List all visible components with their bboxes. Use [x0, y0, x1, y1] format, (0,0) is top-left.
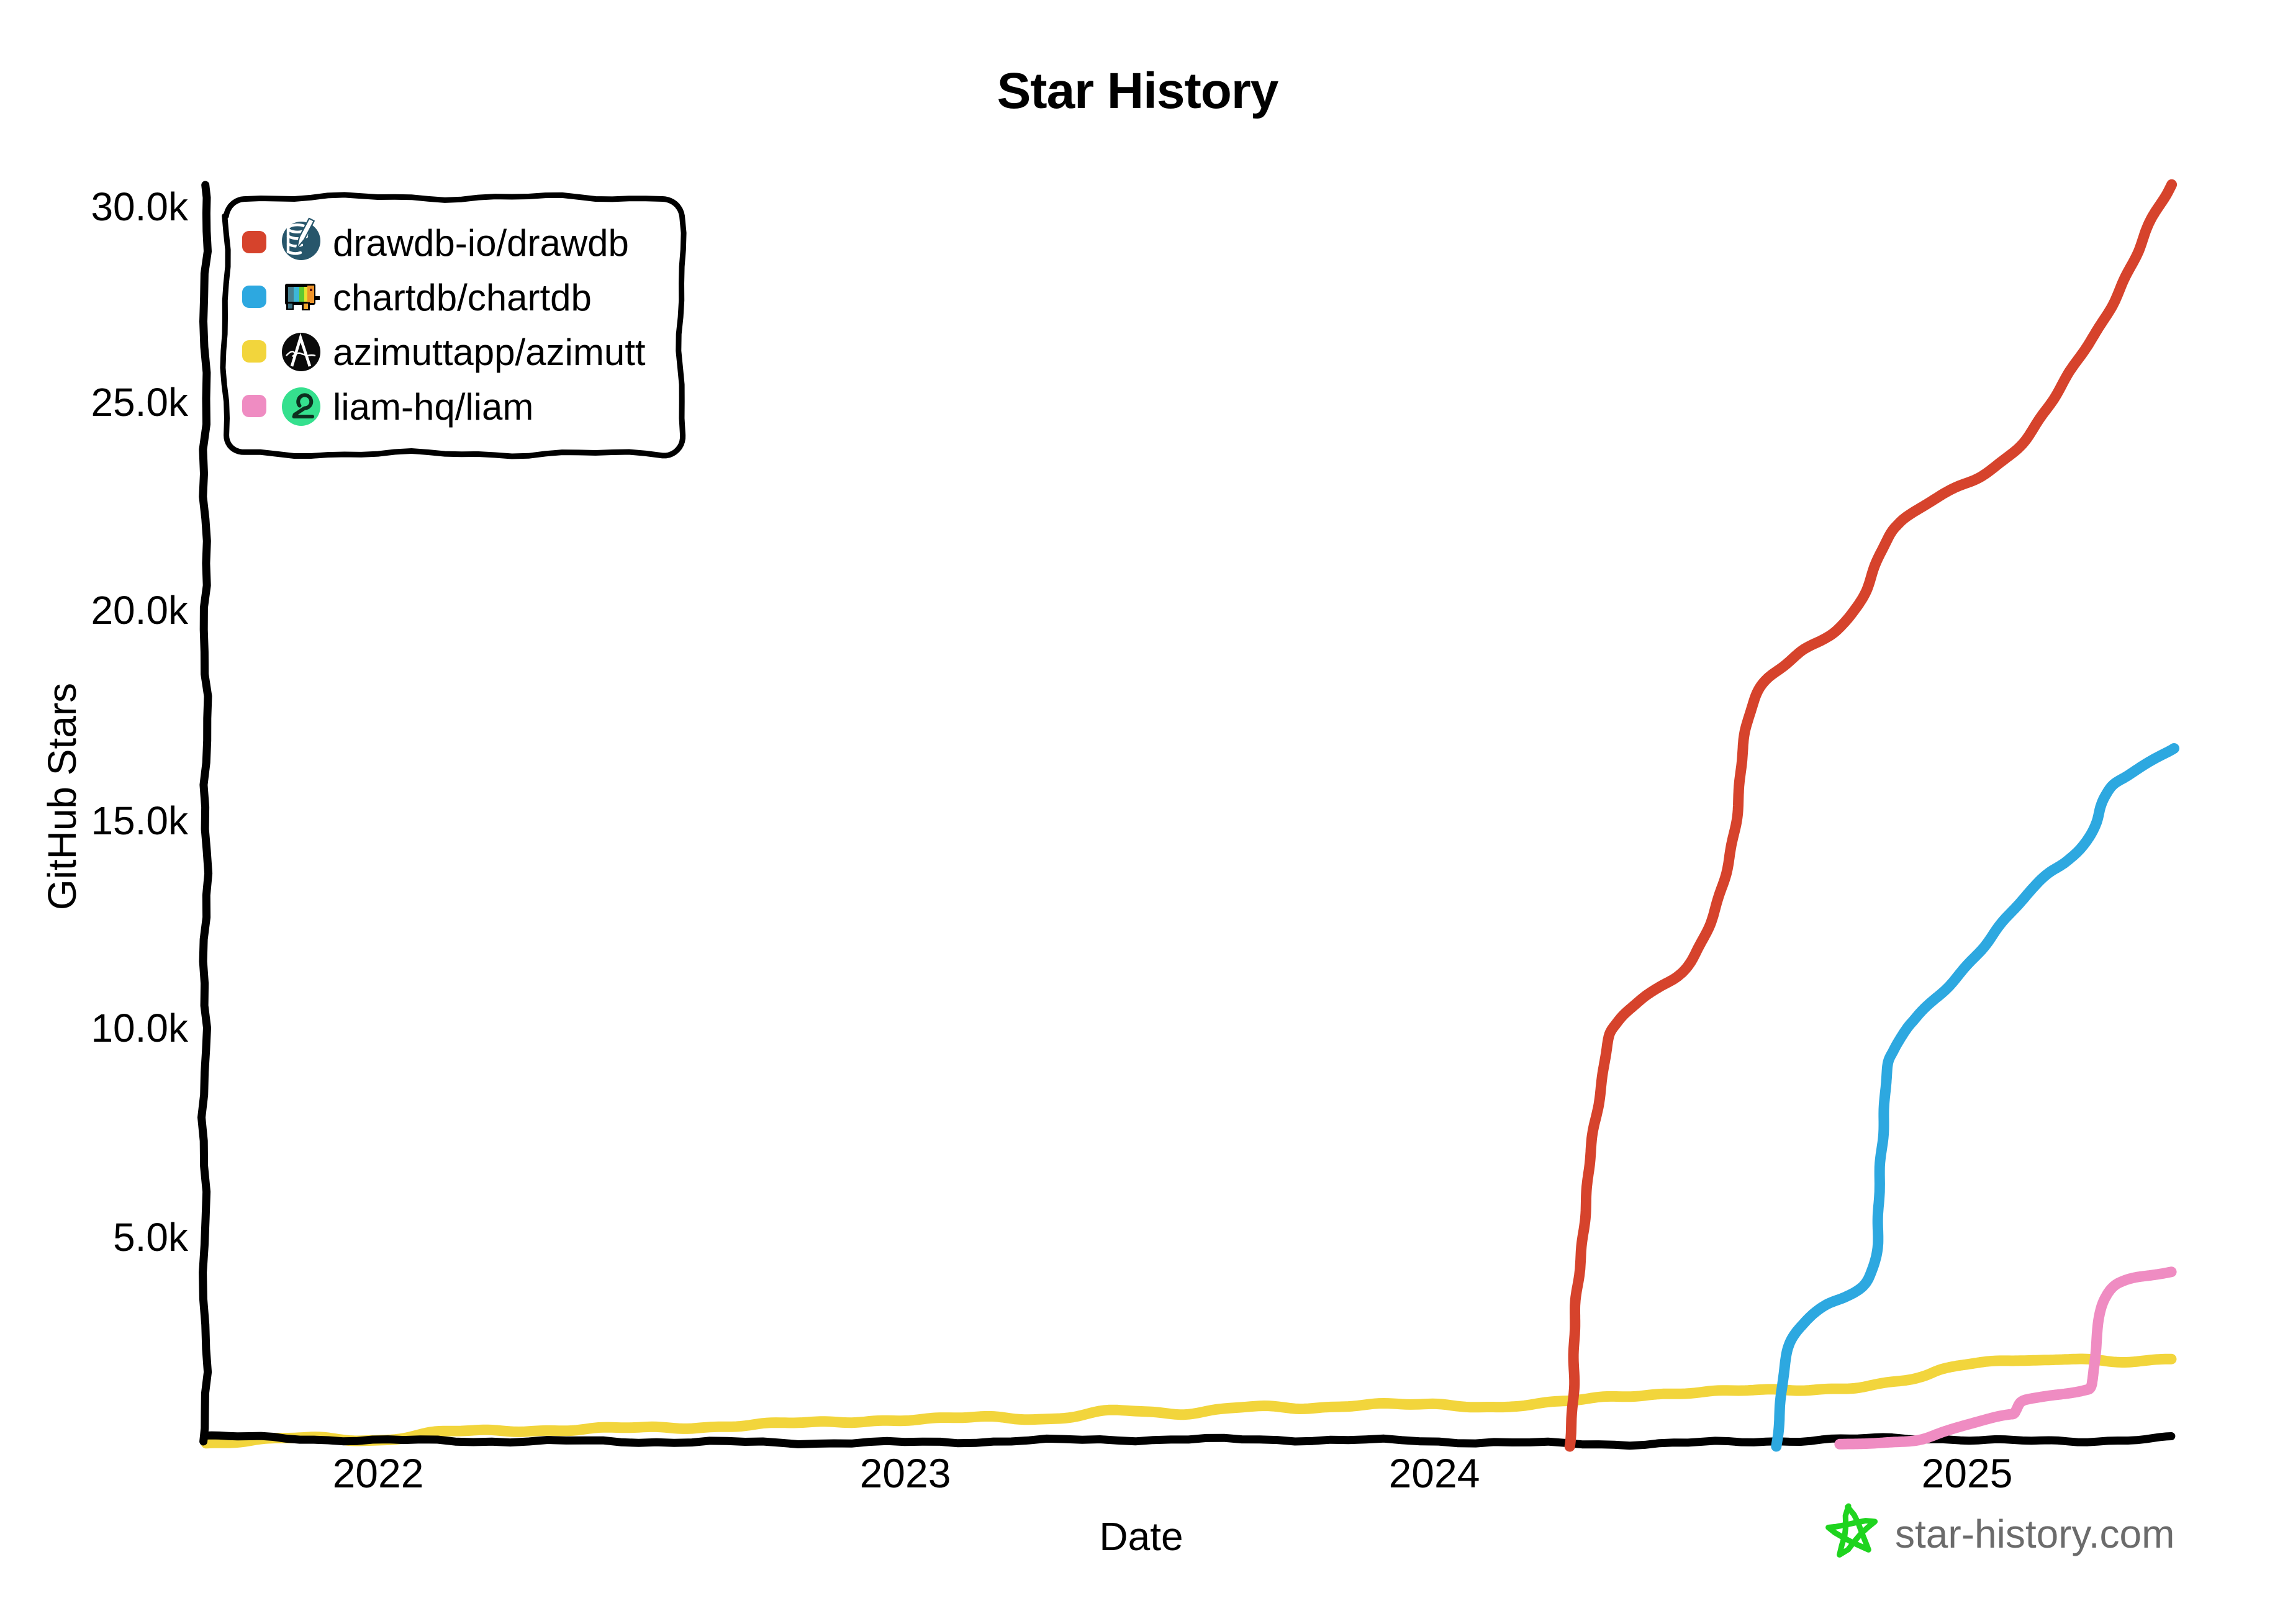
svg-text:15.0k: 15.0k	[91, 798, 189, 843]
svg-text:liam-hq/liam: liam-hq/liam	[333, 386, 533, 428]
svg-text:star-history.com: star-history.com	[1895, 1512, 2174, 1556]
svg-text:GitHub Stars: GitHub Stars	[40, 683, 84, 910]
svg-text:10.0k: 10.0k	[91, 1006, 189, 1050]
svg-text:25.0k: 25.0k	[91, 380, 189, 425]
svg-text:Star History: Star History	[997, 63, 1279, 119]
svg-text:azimuttapp/azimutt: azimuttapp/azimutt	[333, 332, 646, 373]
svg-text:2024: 2024	[1389, 1450, 1480, 1496]
svg-text:chartdb/chartdb: chartdb/chartdb	[333, 277, 592, 318]
svg-text:2022: 2022	[333, 1450, 424, 1496]
svg-text:20.0k: 20.0k	[91, 588, 189, 633]
svg-text:drawdb-io/drawdb: drawdb-io/drawdb	[333, 222, 629, 264]
svg-text:Date: Date	[1099, 1514, 1183, 1559]
svg-text:5.0k: 5.0k	[113, 1215, 189, 1260]
svg-text:2025: 2025	[1922, 1450, 2013, 1496]
svg-text:2023: 2023	[860, 1450, 951, 1496]
svg-text:30.0k: 30.0k	[91, 184, 189, 229]
